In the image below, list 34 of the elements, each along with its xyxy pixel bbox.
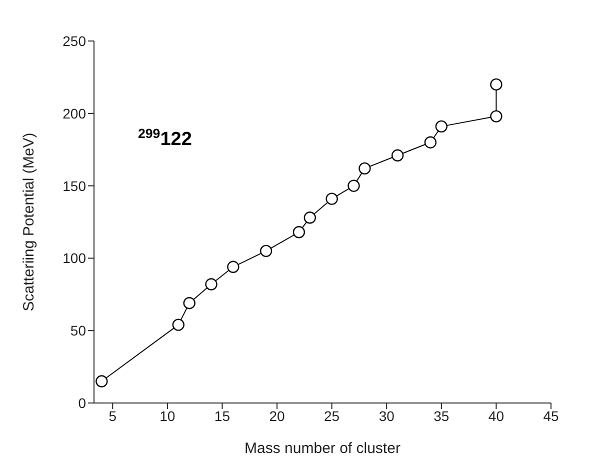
y-tick-label: 100 (62, 250, 86, 266)
point (326, 192, 338, 205)
y-tick-label: 50 (70, 322, 86, 339)
point (205, 278, 218, 290)
point (172, 318, 184, 331)
x-tick-label: 30 (378, 408, 395, 424)
point (490, 78, 502, 91)
point (424, 136, 437, 148)
y-tick-label: 250 (62, 32, 86, 49)
x-tick-label: 35 (434, 408, 450, 424)
point (183, 296, 196, 310)
point (292, 226, 306, 238)
y-tick-label: 150 (62, 178, 86, 194)
x-axis-title: Mass number of cluster (244, 440, 400, 457)
x-tick-label: 15 (214, 408, 230, 424)
y-tick-label: 0 (78, 394, 86, 411)
x-tick-label: 20 (269, 408, 286, 424)
y-axis-title: Scatteriing Potential (MeV) (20, 132, 38, 312)
point (304, 212, 316, 224)
x-tick-label: 5 (108, 408, 117, 424)
point (391, 149, 404, 162)
point (227, 260, 240, 273)
y-tick-label: 200 (62, 105, 86, 122)
x-tick-label: 40 (488, 408, 504, 424)
x-tick-label: 45 (543, 408, 559, 424)
x-tick-label: 10 (160, 408, 176, 424)
point (348, 180, 360, 192)
point (358, 162, 371, 175)
point (435, 120, 448, 133)
x-tick-label: 25 (324, 408, 340, 424)
annotation: $^{299}$122 (138, 126, 192, 150)
point (490, 110, 502, 122)
point (260, 244, 272, 258)
point (96, 375, 108, 388)
